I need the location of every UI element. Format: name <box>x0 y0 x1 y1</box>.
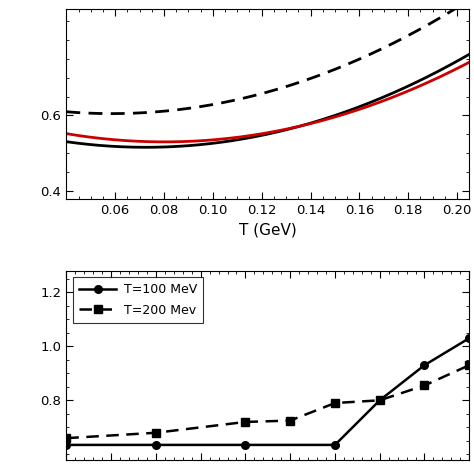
Line: T=100 MeV: T=100 MeV <box>63 334 473 449</box>
T=100 MeV <box>64 442 69 448</box>
T=200 Mev <box>466 362 472 368</box>
T=100 MeV <box>332 442 338 448</box>
T=200 Mev <box>332 400 338 406</box>
T=100 MeV <box>377 398 383 403</box>
T=200 Mev <box>153 430 159 436</box>
Legend: T=100 MeV, T=200 Mev: T=100 MeV, T=200 Mev <box>73 277 203 323</box>
T=200 Mev <box>422 383 428 388</box>
X-axis label: T (GeV): T (GeV) <box>239 222 297 237</box>
T=200 Mev <box>377 398 383 403</box>
Line: T=200 Mev: T=200 Mev <box>63 361 473 442</box>
T=100 MeV <box>243 442 248 448</box>
T=200 Mev <box>64 435 69 441</box>
T=100 MeV <box>422 362 428 368</box>
T=200 Mev <box>243 419 248 425</box>
T=100 MeV <box>466 335 472 341</box>
T=200 Mev <box>287 418 293 423</box>
T=100 MeV <box>153 442 159 448</box>
